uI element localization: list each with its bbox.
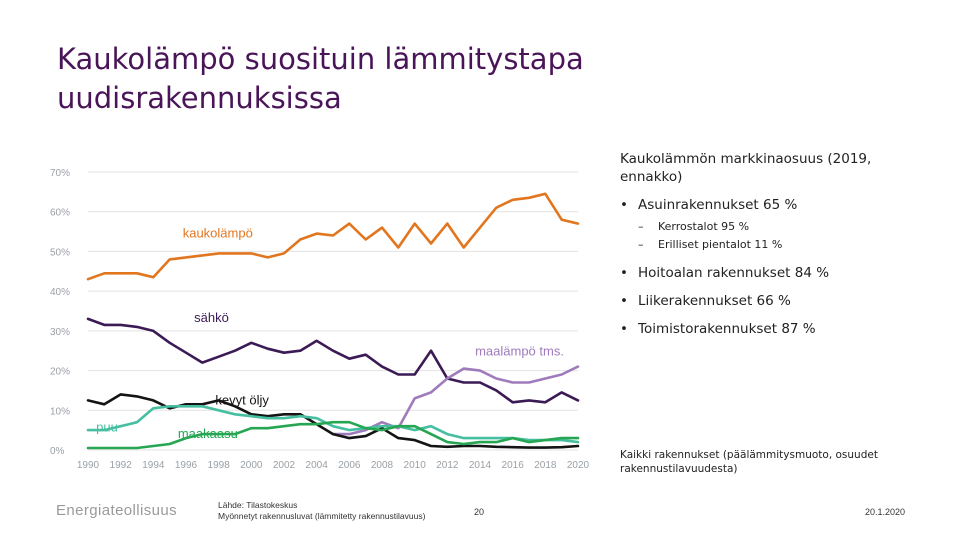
x-tick-label: 1998 (208, 460, 231, 471)
bullet-item: Liikerakennukset 66 % (620, 292, 920, 310)
market-share-title: Kaukolämmön markkinaosuus (2019, ennakko… (620, 151, 872, 185)
chart-footnote: Kaikki rakennukset (päälämmitysmuoto, os… (620, 449, 878, 475)
x-tick-label: 1990 (77, 460, 100, 471)
y-tick-label: 0% (50, 446, 65, 457)
x-tick-label: 1994 (142, 460, 165, 471)
slide-date: 20.1.2020 (864, 507, 905, 517)
title-line-1: Kaukolämpö suosituin lämmitystapa (57, 42, 584, 76)
x-tick-label: 2016 (502, 460, 525, 471)
title-line-2: uudisrakennuksissa (57, 81, 342, 115)
district-heating-share-chart: 0% 10% 20% 30% 40% 50% 60% 70% 1990 1992 1994 1996 1… (50, 168, 590, 471)
y-tick-label: 40% (50, 287, 70, 298)
x-tick-label: 2006 (338, 460, 361, 471)
y-tick-label: 30% (50, 327, 70, 338)
y-tick-label: 60% (50, 208, 70, 219)
y-tick-label: 20% (50, 367, 70, 378)
x-tick-label: 2018 (534, 460, 557, 471)
x-tick-label: 2004 (306, 460, 329, 471)
source-line-2: Myönnetyt rakennusluvat (lämmitetty rake… (218, 511, 426, 521)
sub-bullet-item: Erilliset pientalot 11 % (620, 236, 920, 254)
series-line (331, 365, 580, 436)
y-tick-label: 70% (50, 168, 70, 179)
series-line (86, 405, 580, 444)
page-number: 20 (474, 507, 485, 517)
x-tick-label: 1992 (110, 460, 133, 471)
x-tick-label: 2012 (436, 460, 459, 471)
sub-bullet-item: Kerrostalot 95 % (620, 218, 920, 236)
market-share-bullets: Asuinrakennukset 65 % Kerrostalot 95 %Eri… (620, 196, 920, 338)
market-share-panel: Kaukolämmön markkinaosuus (2019, ennakko… (620, 150, 920, 338)
x-tick-label: 2000 (240, 460, 263, 471)
x-tick-label: 2014 (469, 460, 492, 471)
series-label: kevyt öljy (215, 392, 269, 407)
x-tick-label: 2008 (371, 460, 394, 471)
series-line (86, 192, 580, 281)
source-note: Lähde: Tilastokeskus Myönnetyt rakennusl… (218, 500, 425, 522)
series-line (86, 420, 580, 450)
x-tick-label: 2002 (273, 460, 296, 471)
series-line (86, 393, 580, 449)
y-tick-label: 50% (50, 247, 70, 258)
series-label: maalämpö tms. (475, 343, 564, 358)
x-tick-label: 2020 (567, 460, 590, 471)
series-line (86, 317, 580, 404)
series-label: maakaasu (178, 426, 238, 441)
bullet-item: Toimistorakennukset 87 % (620, 320, 920, 338)
source-line-1: Lähde: Tilastokeskus (218, 500, 298, 510)
series-label: sähkö (194, 310, 229, 325)
y-tick-label: 10% (50, 406, 70, 417)
bullet-item: Hoitoalan rakennukset 84 % (620, 264, 920, 282)
x-tick-label: 2010 (404, 460, 427, 471)
series-label: kaukolämpö (183, 226, 253, 241)
x-tick-label: 1996 (175, 460, 198, 471)
page-title: Kaukolämpö suosituin lämmitystapa uudisr… (57, 40, 757, 118)
bullet-item: Asuinrakennukset 65 % (620, 196, 920, 214)
series-label: puu (96, 420, 118, 435)
energiateollisuus-logo: Energiateollisuus (56, 502, 178, 519)
